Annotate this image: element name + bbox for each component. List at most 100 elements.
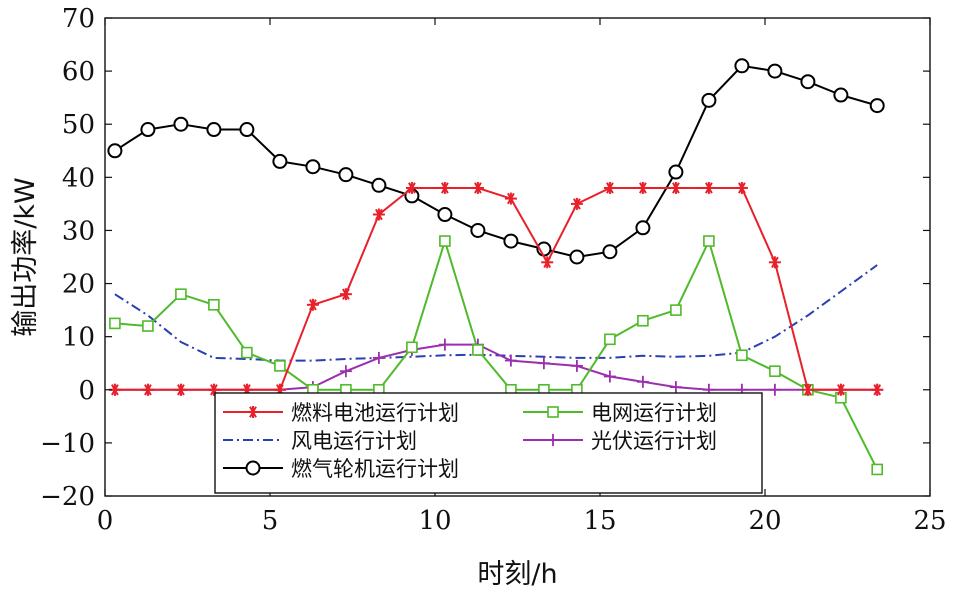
data-point: [537, 357, 550, 370]
data-point: [768, 383, 781, 396]
data-point: [274, 360, 286, 372]
y-tick-label: −20: [40, 482, 95, 512]
data-point: [272, 153, 288, 169]
x-tick-label: 5: [262, 506, 279, 536]
data-point: [669, 381, 682, 394]
data-point: [338, 167, 354, 183]
data-point: [504, 192, 517, 205]
data-point: [703, 235, 715, 247]
data-point: [405, 181, 418, 194]
legend-label: 光伏运行计划: [591, 429, 717, 453]
data-point: [569, 249, 585, 265]
x-tick-label: 25: [913, 506, 946, 536]
series-layer: [107, 58, 885, 476]
data-point: [305, 159, 321, 175]
data-point: [547, 434, 559, 446]
data-point: [503, 233, 519, 249]
data-point: [208, 298, 220, 311]
x-tick-label: 15: [583, 506, 616, 536]
legend-item: 风电运行计划: [223, 429, 417, 453]
data-point: [734, 58, 750, 74]
data-point: [141, 383, 154, 396]
data-point: [570, 197, 583, 210]
data-point: [869, 98, 885, 114]
y-tick-label: 10: [62, 323, 95, 353]
data-point: [437, 207, 453, 223]
y-tick-label: 70: [62, 4, 95, 34]
data-point: [247, 406, 259, 418]
x-axis-label: 时刻/h: [477, 559, 557, 590]
data-point: [871, 463, 884, 476]
data-point: [371, 177, 387, 193]
data-point: [504, 354, 517, 367]
data-point: [834, 383, 847, 396]
series-0: [108, 181, 884, 396]
data-point: [736, 349, 748, 362]
data-point: [702, 181, 715, 194]
x-tick-label: 20: [748, 506, 781, 536]
data-point: [669, 181, 682, 194]
data-point: [206, 122, 222, 138]
data-point: [769, 365, 781, 377]
data-point: [245, 460, 261, 476]
data-point: [372, 208, 385, 221]
data-point: [603, 181, 616, 194]
legend-label: 电网运行计划: [591, 401, 717, 425]
data-point: [670, 304, 682, 316]
data-point: [637, 314, 649, 327]
data-point: [239, 122, 255, 138]
data-point: [767, 63, 783, 79]
legend-item: 电网运行计划: [523, 401, 717, 425]
data-point: [701, 92, 717, 108]
data-point: [438, 181, 451, 194]
y-axis-label: 输出功率/kW: [10, 177, 41, 336]
data-point: [439, 235, 451, 247]
series-1: [109, 235, 884, 476]
data-point: [339, 288, 352, 301]
data-point: [604, 333, 616, 346]
data-point: [801, 383, 814, 396]
y-tick-label: 40: [62, 163, 95, 193]
data-point: [735, 181, 748, 194]
data-point: [602, 244, 618, 260]
data-point: [372, 351, 385, 364]
y-tick-label: 20: [62, 270, 95, 300]
data-point: [603, 370, 616, 383]
data-point: [768, 256, 781, 269]
data-point: [668, 164, 684, 180]
data-point: [241, 346, 253, 359]
data-point: [833, 87, 849, 103]
data-point: [800, 74, 816, 90]
data-point: [306, 298, 319, 311]
legend-item: 光伏运行计划: [523, 429, 717, 453]
data-point: [636, 181, 649, 194]
y-tick-label: 50: [62, 110, 95, 140]
data-point: [541, 256, 554, 269]
data-point: [174, 383, 187, 396]
data-point: [471, 181, 484, 194]
legend-item: 燃料电池运行计划: [223, 401, 459, 425]
y-tick-label: 0: [78, 376, 95, 406]
y-tick-label: 30: [62, 216, 95, 246]
y-tick-label: −10: [40, 429, 95, 459]
data-point: [570, 359, 583, 372]
data-point: [339, 365, 352, 378]
data-point: [470, 222, 486, 238]
data-point: [547, 406, 559, 418]
x-tick-label: 0: [97, 506, 114, 536]
legend-item: 燃气轮机运行计划: [223, 457, 459, 481]
legend-label: 燃料电池运行计划: [291, 401, 459, 425]
data-point: [107, 143, 123, 159]
x-tick-label: 10: [418, 506, 451, 536]
data-point: [109, 317, 121, 330]
data-point: [142, 320, 154, 332]
data-point: [175, 288, 187, 300]
data-point: [871, 383, 884, 396]
y-tick-label: 60: [62, 57, 95, 87]
data-point: [173, 116, 189, 132]
series-line: [114, 264, 878, 362]
legend-label: 燃气轮机运行计划: [291, 457, 459, 481]
